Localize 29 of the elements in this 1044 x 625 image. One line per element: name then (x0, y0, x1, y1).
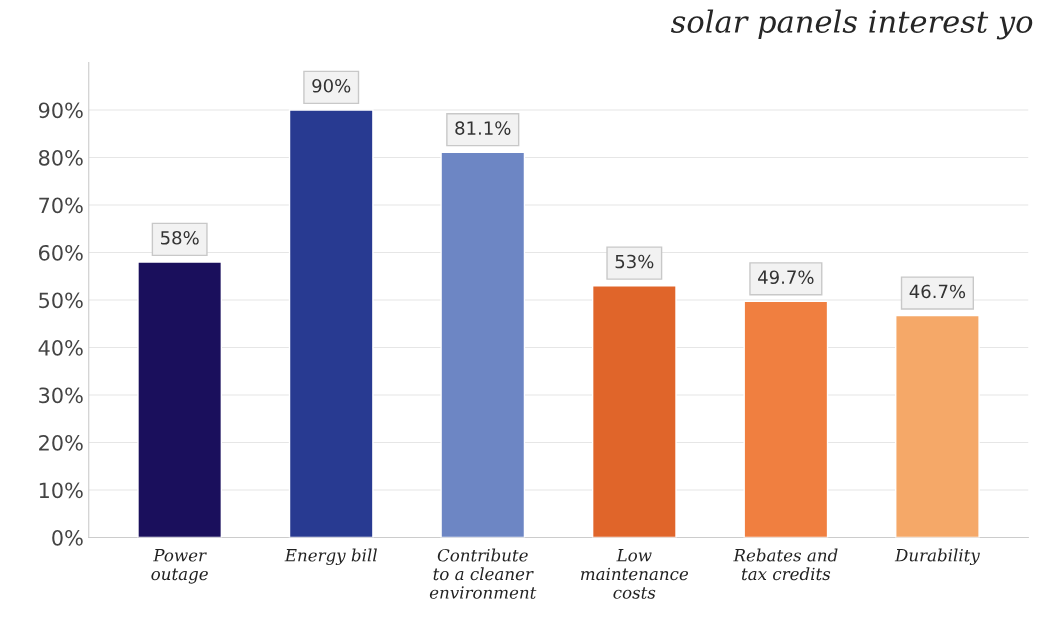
y-tick-label: 70% (39, 197, 83, 214)
y-tick-label: 0% (52, 529, 83, 546)
data-label: 49.7% (758, 270, 814, 285)
data-label: 53% (615, 254, 654, 269)
x-tick-label: Power outage (151, 549, 208, 584)
data-label: 46.7% (909, 284, 966, 299)
bar (137, 261, 223, 538)
y-tick-label: 60% (39, 244, 83, 261)
bar (440, 151, 526, 538)
y-tick-label: 50% (39, 292, 83, 309)
data-label: 90% (312, 78, 351, 93)
chart-title: solar panels interest yo (670, 9, 1033, 40)
bar (288, 109, 374, 538)
y-tick-label: 80% (38, 149, 83, 166)
bar (591, 285, 677, 538)
data-label: 81.1% (455, 121, 511, 135)
y-tick-label: 20% (39, 434, 83, 451)
x-tick-label: Low maintenance costs (581, 549, 689, 599)
x-tick-label: Energy bill (284, 548, 377, 565)
x-tick-label: Contribute to a cleaner environment (429, 548, 537, 599)
y-tick-label: 90% (38, 102, 83, 119)
bar (895, 314, 980, 538)
y-tick-label: 40% (38, 339, 83, 356)
x-tick-label: Rebates and tax credits (733, 548, 838, 581)
x-tick-label: Durability (894, 548, 980, 565)
y-tick-label: 30% (39, 387, 83, 404)
bar (743, 300, 829, 538)
data-label: 58% (161, 230, 199, 245)
y-tick-label: 10% (39, 482, 83, 499)
